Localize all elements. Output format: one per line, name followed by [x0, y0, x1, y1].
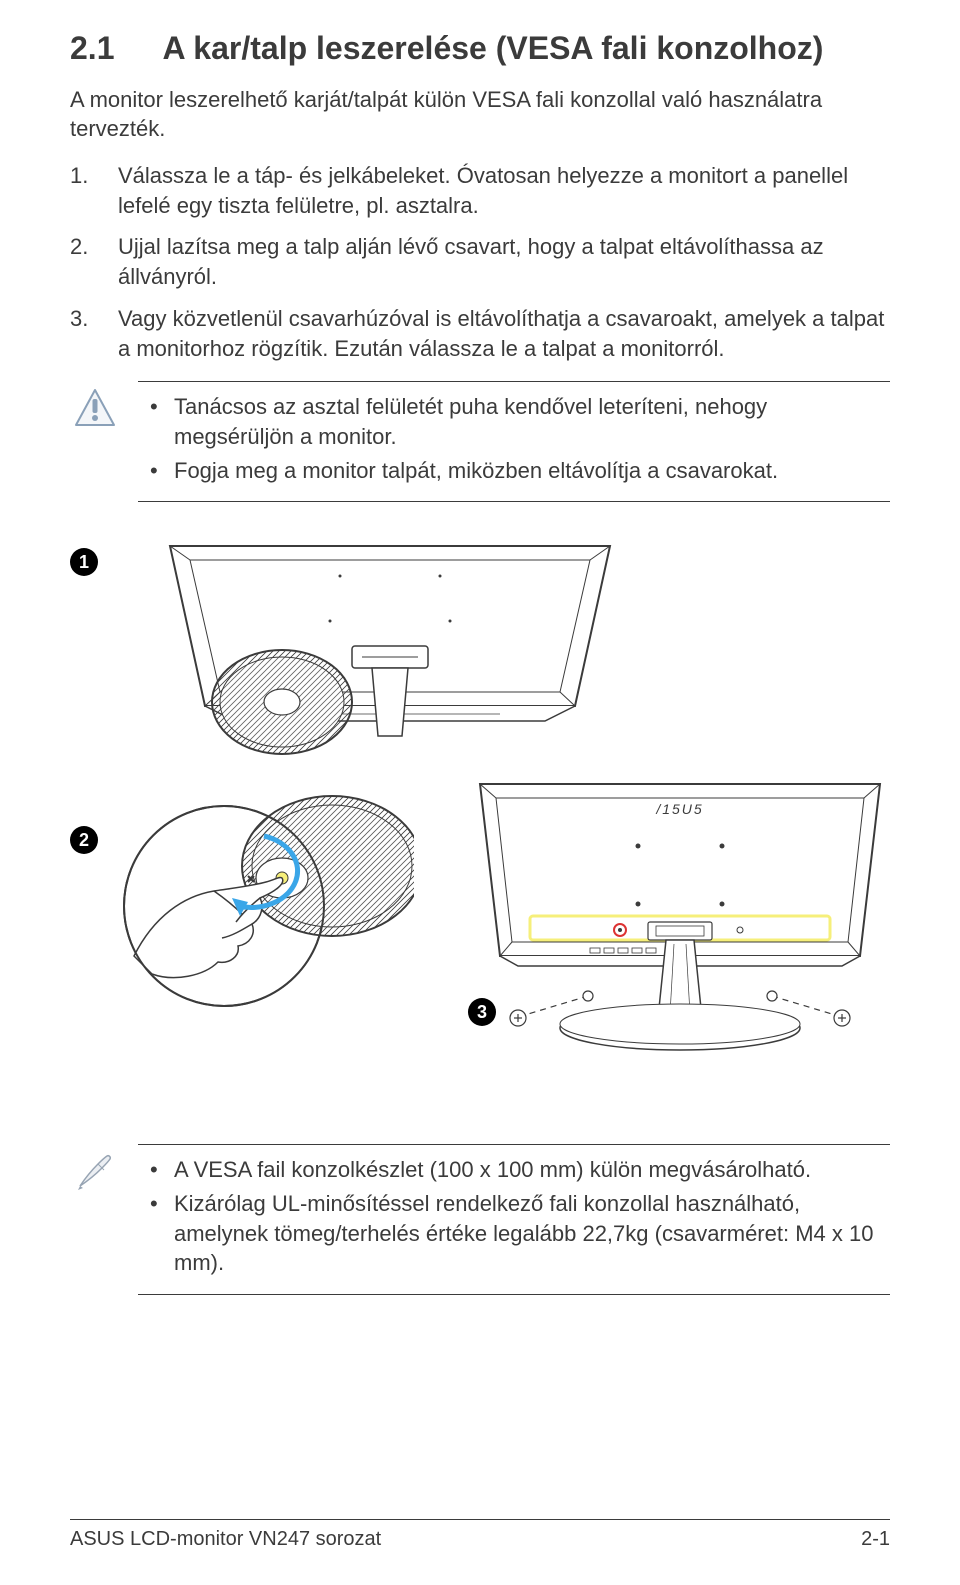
figure-badge-1: 1 [70, 548, 98, 576]
page-footer: ASUS LCD-monitor VN247 sorozat 2-1 [70, 1519, 890, 1551]
note-block: A VESA fail konzolkészlet (100 x 100 mm)… [70, 1144, 890, 1295]
figure-2-illustration [114, 786, 414, 1016]
warning-icon [74, 381, 116, 429]
step-item: Válassza le a táp- és jelkábeleket. Óvat… [70, 161, 890, 220]
note-item: Kizárólag UL-minősítéssel rendelkező fal… [140, 1189, 888, 1278]
section-header: 2.1 A kar/talp leszerelése (VESA fali ko… [70, 30, 890, 67]
warning-item: Fogja meg a monitor talpát, miközben elt… [140, 456, 888, 486]
steps-list: Válassza le a táp- és jelkábeleket. Óvat… [70, 161, 890, 363]
section-title: A kar/talp leszerelése (VESA fali konzol… [162, 30, 823, 67]
warning-text: Tanácsos az asztal felületét puha kendőv… [138, 381, 890, 502]
note-icon [74, 1144, 116, 1192]
warning-item: Tanácsos az asztal felületét puha kendőv… [140, 392, 888, 451]
step-item: Ujjal lazítsa meg a talp alján lévő csav… [70, 232, 890, 291]
footer-left: ASUS LCD-monitor VN247 sorozat [70, 1528, 381, 1551]
section-number: 2.1 [70, 30, 114, 67]
step-item: Vagy közvetlenül csavarhúzóval is eltávo… [70, 304, 890, 363]
page: 2.1 A kar/talp leszerelése (VESA fali ko… [0, 0, 960, 1585]
note-item: A VESA fail konzolkészlet (100 x 100 mm)… [140, 1155, 888, 1185]
figure-3-illustration: /15U5 [470, 766, 890, 1086]
note-text: A VESA fail konzolkészlet (100 x 100 mm)… [138, 1144, 890, 1295]
figure-1-illustration [140, 526, 640, 766]
intro-paragraph: A monitor leszerelhető karját/talpát kül… [70, 85, 890, 143]
figure-badge-2: 2 [70, 826, 98, 854]
warning-block: Tanácsos az asztal felületét puha kendőv… [70, 381, 890, 502]
figure-area: 1 [70, 526, 890, 1126]
footer-right: 2-1 [861, 1528, 890, 1551]
brand-logo: /15U5 [655, 801, 703, 817]
